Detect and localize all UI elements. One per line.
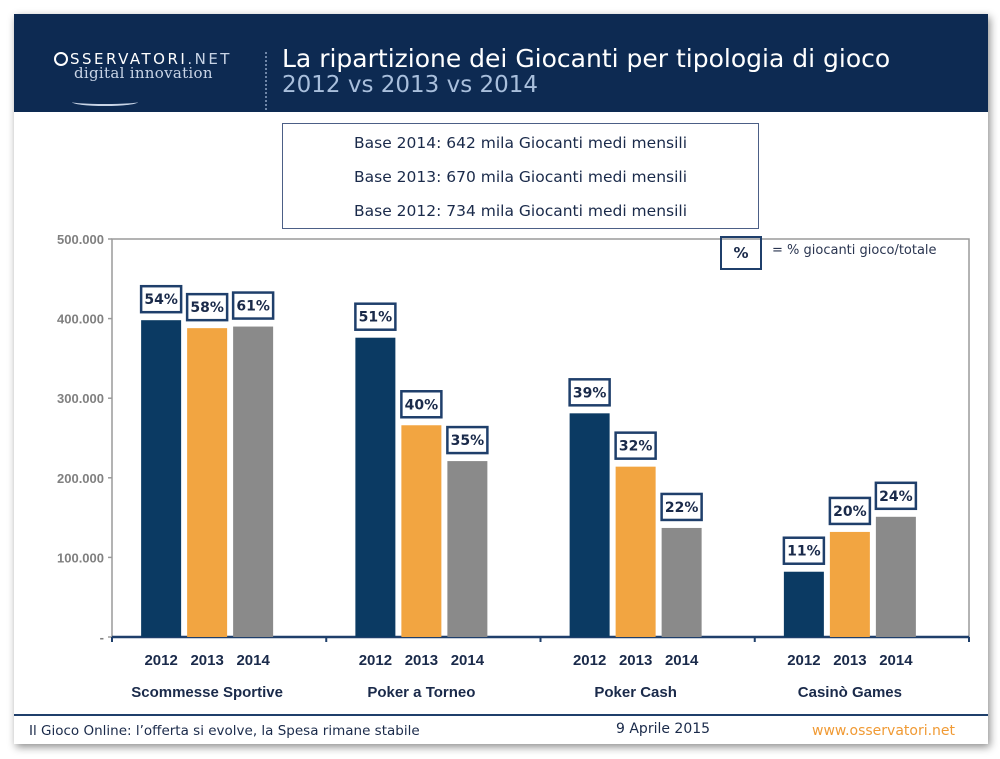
x-year-label: 2012: [359, 652, 392, 669]
x-year-label: 2013: [190, 652, 223, 669]
bar-2014: [875, 516, 916, 637]
data-label-box: [782, 536, 826, 565]
x-year-label: 2013: [833, 652, 866, 669]
bar-2013: [829, 531, 870, 637]
legend-percent-box: %: [720, 236, 762, 270]
bar-2012: [569, 413, 610, 637]
data-label: 39%: [573, 385, 607, 401]
header-bar: SSERVATORI.NET digital innovation La rip…: [14, 14, 988, 112]
x-year-label: 2014: [879, 652, 913, 669]
footer-divider: [14, 714, 988, 716]
y-tick-label: 300.000: [57, 391, 104, 406]
bar-2013: [187, 328, 228, 637]
x-year-label: 2014: [236, 652, 270, 669]
data-label: 40%: [405, 397, 439, 413]
data-label-box: [139, 284, 183, 314]
data-label: 54%: [144, 292, 178, 308]
data-label-box: [660, 492, 703, 522]
x-year-label: 2012: [787, 652, 820, 669]
logo-text: SSERVATORI.NET: [54, 50, 232, 68]
logo-pin-icon: [54, 52, 68, 66]
footer-url[interactable]: www.osservatori.net: [812, 723, 956, 739]
page-subtitle: 2012 vs 2013 vs 2014: [282, 72, 539, 98]
x-year-label: 2013: [405, 652, 438, 669]
data-label-box: [828, 496, 872, 526]
bar-2013: [615, 466, 656, 637]
base-info-box: Base 2014: 642 mila Giocanti medi mensil…: [282, 123, 759, 229]
data-label-box: [446, 425, 489, 455]
logo-name: SSERVATORI: [70, 50, 188, 68]
bar-2014: [661, 527, 702, 637]
legend-text: = % giocanti gioco/totale: [772, 243, 937, 258]
logo-net: .NET: [187, 50, 232, 68]
bar-2014: [233, 326, 274, 637]
base-line-2012: Base 2012: 734 mila Giocanti medi mensil…: [353, 202, 688, 220]
data-label: 61%: [236, 299, 270, 315]
data-label: 20%: [833, 504, 867, 520]
data-label-box: [568, 378, 611, 407]
y-tick-label: 400.000: [57, 312, 104, 327]
footer-caption: Il Gioco Online: l’offerta si evolve, la…: [29, 723, 420, 739]
x-category-label: Poker a Torneo: [367, 684, 475, 701]
header-divider: [265, 52, 267, 110]
x-year-label: 2014: [451, 652, 485, 669]
page-title: La ripartizione dei Giocanti per tipolog…: [282, 44, 891, 73]
data-label: 51%: [359, 310, 393, 326]
base-line-2014: Base 2014: 642 mila Giocanti medi mensil…: [353, 134, 688, 152]
data-label-box: [874, 481, 918, 511]
x-category-label: Poker Cash: [594, 684, 677, 701]
logo-tagline: digital innovation: [74, 64, 213, 82]
bar-2012: [141, 320, 182, 637]
data-label: 11%: [787, 544, 821, 560]
data-label: 22%: [665, 500, 699, 516]
data-label-box: [400, 390, 443, 419]
y-tick-label: 500.000: [57, 232, 104, 247]
bar-2012: [783, 571, 824, 637]
bar-2014: [447, 461, 488, 637]
data-label: 24%: [879, 489, 913, 505]
footer-date: 9 Aprile 2015: [616, 721, 711, 737]
bar-2013: [401, 425, 442, 637]
base-line-2013: Base 2013: 670 mila Giocanti medi mensil…: [353, 168, 688, 186]
data-label-box: [185, 292, 229, 322]
x-category-label: Casinò Games: [798, 684, 902, 701]
y-tick-label: 100.000: [57, 550, 104, 565]
data-label: 32%: [619, 439, 653, 455]
data-label-box: [354, 302, 397, 331]
y-tick-label: 200.000: [57, 471, 104, 486]
y-tick-label: -: [100, 630, 104, 645]
x-year-label: 2013: [619, 652, 652, 669]
x-year-label: 2012: [573, 652, 606, 669]
bar-2012: [355, 337, 396, 637]
logo-swoosh-icon: [72, 98, 138, 106]
data-label-box: [231, 291, 275, 320]
x-category-label: Scommesse Sportive: [131, 684, 283, 701]
data-label: 58%: [190, 300, 224, 316]
data-label-box: [614, 431, 657, 460]
x-year-label: 2014: [665, 652, 699, 669]
x-year-label: 2012: [144, 652, 177, 669]
data-label: 35%: [451, 433, 485, 449]
